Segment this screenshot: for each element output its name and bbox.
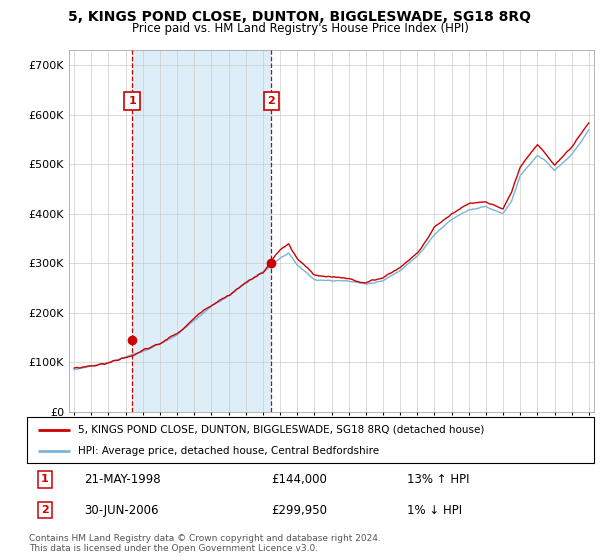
Text: 30-JUN-2006: 30-JUN-2006 (84, 504, 158, 517)
Bar (132, 50, 271, 412)
FancyBboxPatch shape (27, 417, 594, 463)
Text: £144,000: £144,000 (271, 473, 326, 486)
Text: 1: 1 (41, 474, 49, 484)
Text: 1% ↓ HPI: 1% ↓ HPI (407, 504, 462, 517)
Text: Contains HM Land Registry data © Crown copyright and database right 2024.
This d: Contains HM Land Registry data © Crown c… (29, 534, 380, 553)
Text: HPI: Average price, detached house, Central Bedfordshire: HPI: Average price, detached house, Cent… (78, 446, 379, 456)
Text: 13% ↑ HPI: 13% ↑ HPI (407, 473, 469, 486)
Text: 5, KINGS POND CLOSE, DUNTON, BIGGLESWADE, SG18 8RQ (detached house): 5, KINGS POND CLOSE, DUNTON, BIGGLESWADE… (78, 424, 484, 435)
Text: Price paid vs. HM Land Registry's House Price Index (HPI): Price paid vs. HM Land Registry's House … (131, 22, 469, 35)
Text: £299,950: £299,950 (271, 504, 327, 517)
Text: 2: 2 (268, 96, 275, 106)
Text: 1: 1 (128, 96, 136, 106)
Text: 2: 2 (41, 505, 49, 515)
Text: 5, KINGS POND CLOSE, DUNTON, BIGGLESWADE, SG18 8RQ: 5, KINGS POND CLOSE, DUNTON, BIGGLESWADE… (68, 10, 532, 24)
Text: 21-MAY-1998: 21-MAY-1998 (84, 473, 160, 486)
